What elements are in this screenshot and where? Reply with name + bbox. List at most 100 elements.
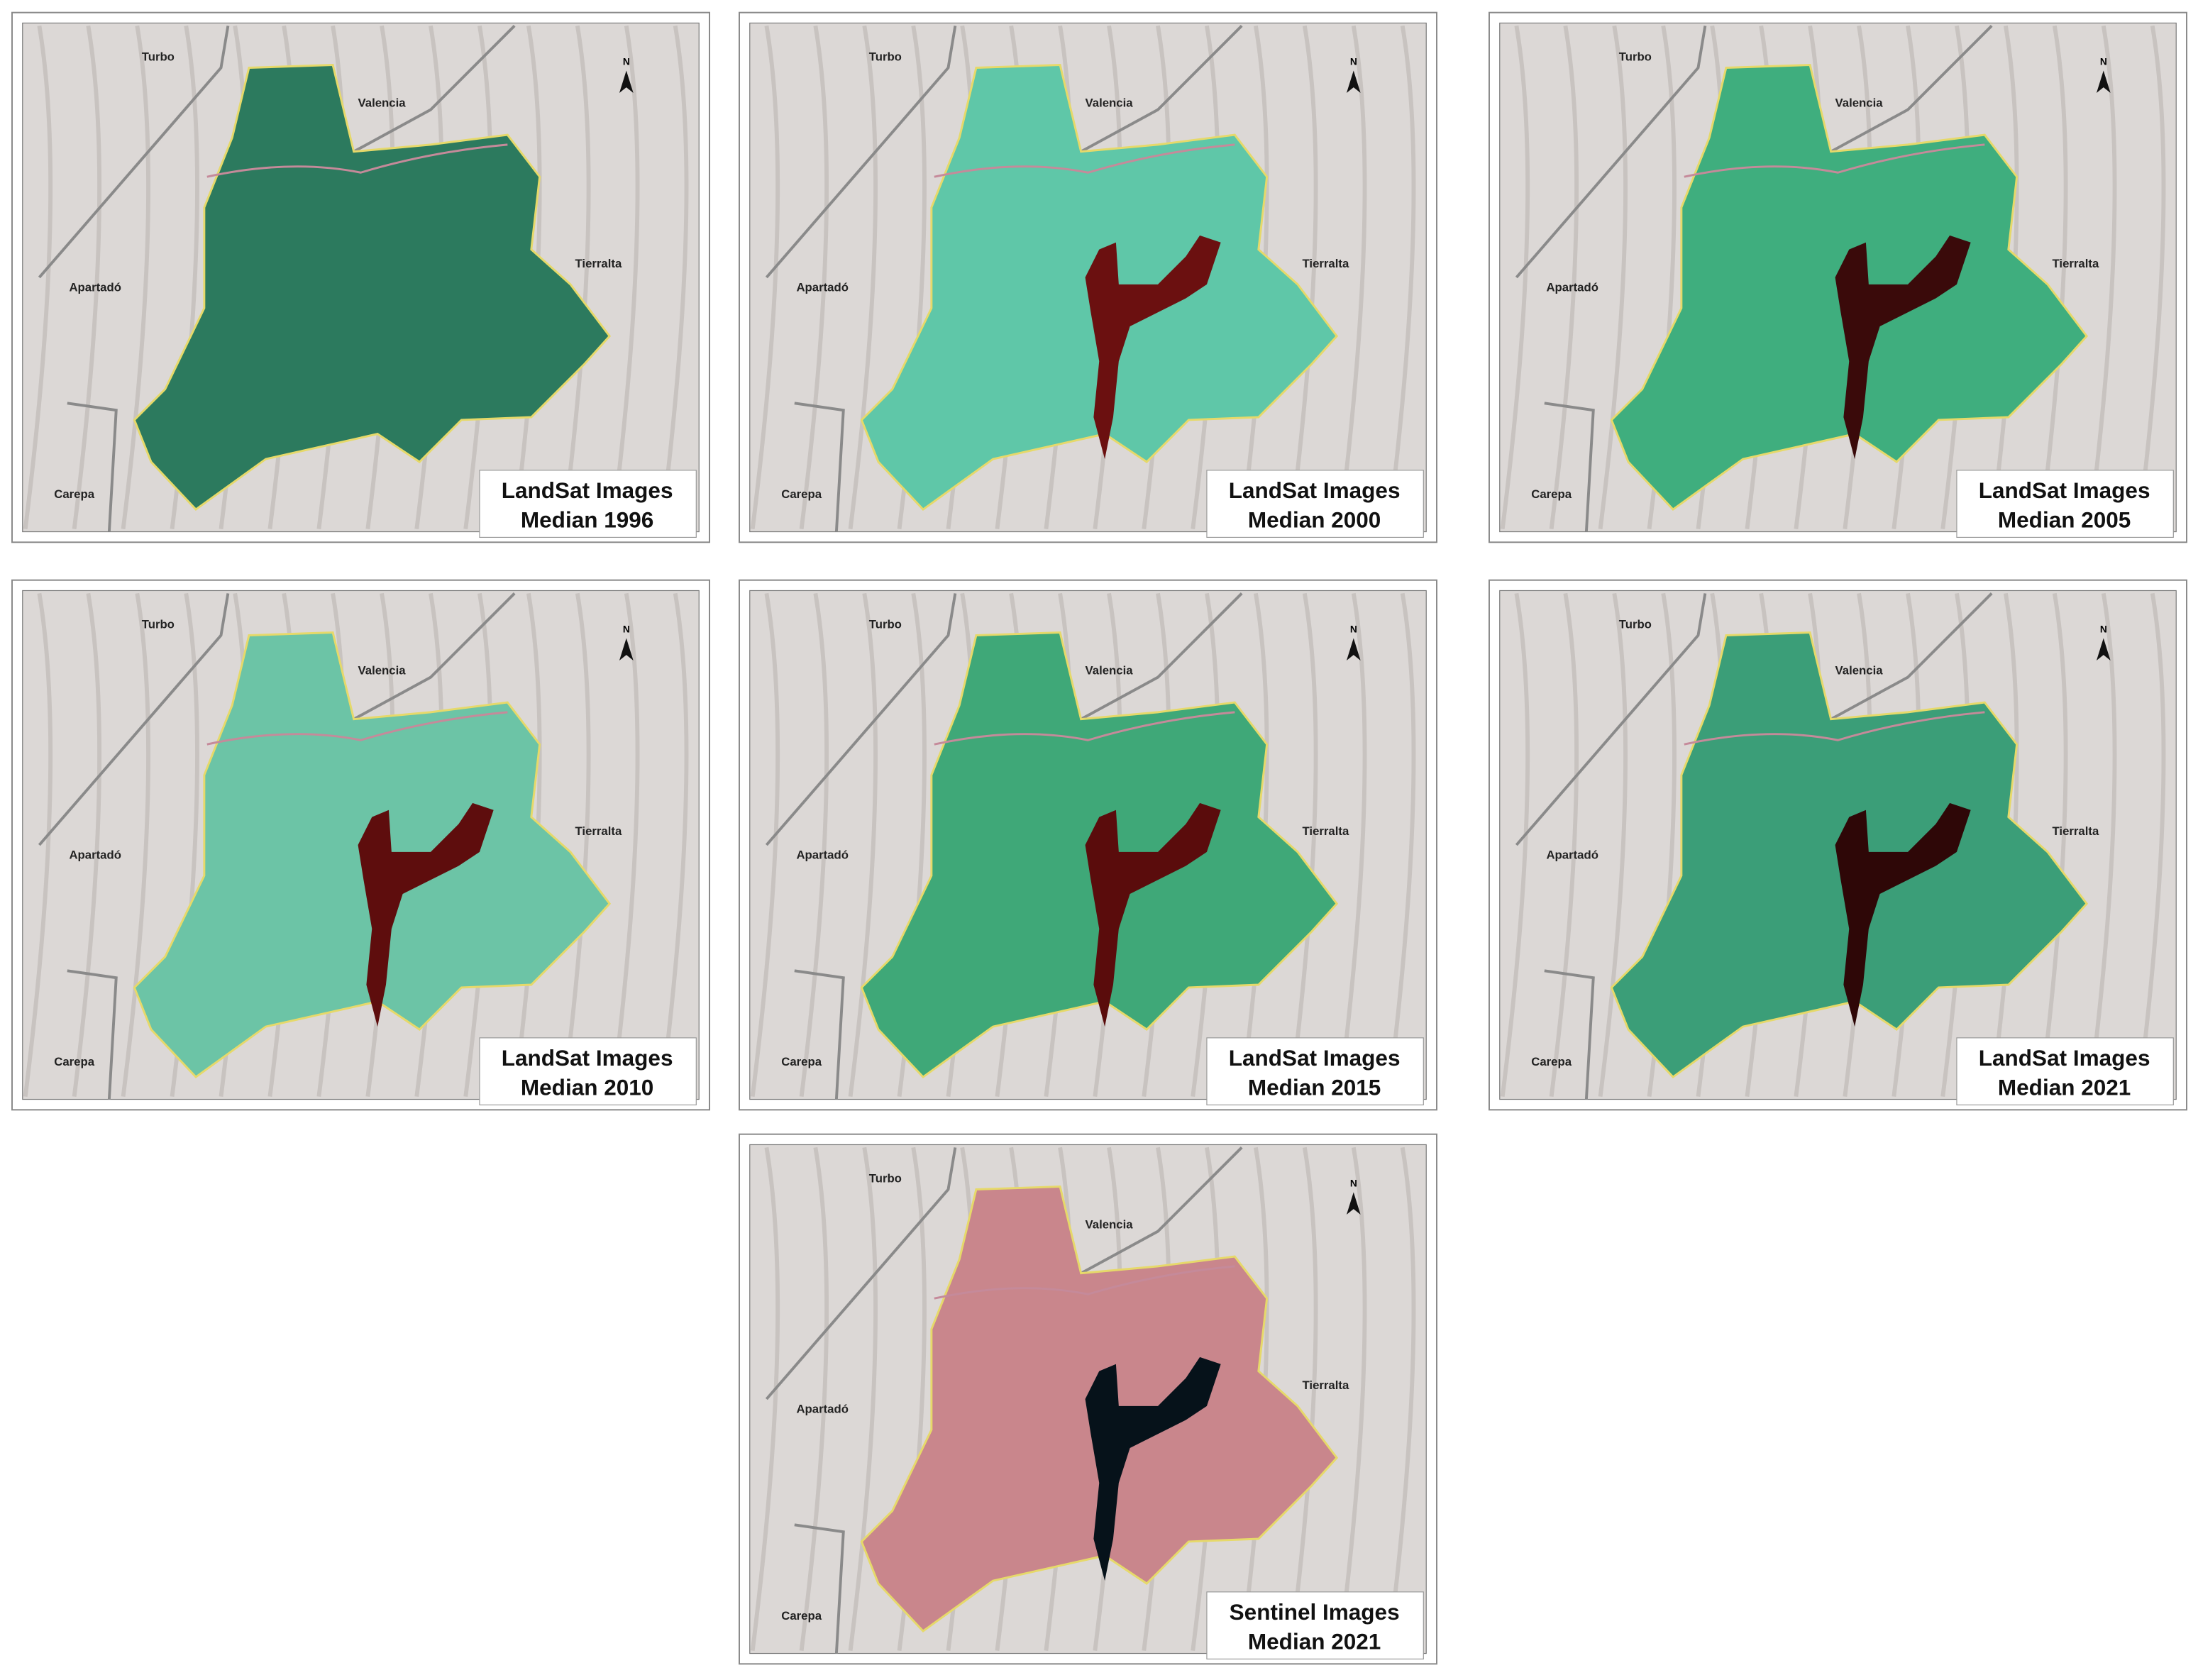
boundary (1830, 592, 1993, 721)
title-box (1956, 1037, 2174, 1106)
panel-title: Median 2010 (521, 1075, 653, 1100)
boundary (1515, 26, 1707, 532)
north-arrow (619, 638, 634, 661)
place-label: Turbo (1619, 50, 1652, 64)
place-label: Tierralta (2053, 257, 2099, 270)
relief (799, 1146, 829, 1651)
place-label: Apartadó (69, 281, 121, 294)
reservoir (358, 802, 494, 1027)
place-label: Apartadó (1546, 281, 1598, 294)
north-label: N (623, 624, 630, 635)
map-panel: Turbo Valencia Tierralta Apartadó Carepa N Lan… (11, 11, 710, 543)
relief (1239, 592, 1269, 1097)
north-arrow (1346, 1192, 1361, 1215)
relief (1239, 25, 1269, 529)
place-label: Turbo (869, 618, 902, 631)
place-label: Tierralta (2053, 824, 2099, 838)
boundary (765, 593, 957, 1100)
relief (750, 1146, 780, 1651)
title-box (479, 470, 697, 538)
place-label: Apartadó (1546, 849, 1598, 862)
relief (23, 592, 53, 1097)
relief (848, 592, 878, 1097)
place-label: Tierralta (1303, 257, 1349, 270)
river (934, 1265, 1235, 1300)
relief (799, 25, 829, 529)
place-label: Tierralta (1303, 824, 1349, 838)
relief (750, 592, 780, 1097)
relief (1386, 25, 1416, 529)
boundary (1080, 1146, 1243, 1275)
map-panel: Turbo Valencia Tierralta Apartadó Carepa N Sen… (739, 1133, 1437, 1665)
study-area (133, 64, 612, 511)
map-panel: Turbo Valencia Tierralta Apartadó Carepa N Lan… (1489, 579, 2187, 1111)
boundary (1830, 25, 1993, 153)
place-label: Tierralta (575, 824, 622, 838)
relief (659, 25, 689, 529)
panel-title: Median 2000 (1248, 507, 1381, 533)
relief (1337, 1146, 1367, 1651)
panel-title: LandSat Images (502, 477, 673, 503)
north-arrow (2096, 638, 2111, 661)
boundary (1080, 592, 1243, 721)
place-label: Tierralta (1303, 1378, 1349, 1392)
relief (1288, 1146, 1318, 1651)
panel-title: Median 2015 (1248, 1075, 1381, 1100)
map-panel: Turbo Valencia Tierralta Apartadó Carepa N Lan… (1489, 11, 2187, 543)
relief (1239, 1146, 1269, 1651)
river (206, 143, 508, 178)
place-label: Carepa (781, 1609, 822, 1623)
panel-title: Median 2021 (1998, 1075, 2131, 1100)
relief (561, 592, 591, 1097)
place-label: Carepa (781, 487, 822, 501)
relief (1549, 25, 1579, 529)
boundary (38, 26, 230, 532)
panel-title: Median 2021 (1248, 1629, 1381, 1654)
river (1684, 143, 1985, 178)
relief (1337, 25, 1367, 529)
place-label: Valencia (1086, 96, 1134, 110)
relief (1989, 592, 2019, 1097)
panel-title: Median 1996 (521, 507, 653, 533)
relief (1386, 1146, 1416, 1651)
place-label: Valencia (1835, 96, 1884, 110)
north-label: N (1350, 1178, 1357, 1189)
panel-title: LandSat Images (1979, 1045, 2150, 1071)
place-label: Turbo (1619, 618, 1652, 631)
place-label: Valencia (1835, 664, 1884, 678)
place-label: Tierralta (575, 257, 622, 270)
relief (750, 25, 780, 529)
boundary (765, 26, 957, 532)
relief (1288, 592, 1318, 1097)
relief (1598, 592, 1628, 1097)
relief (799, 592, 829, 1097)
boundary (38, 593, 230, 1100)
place-label: Turbo (869, 1172, 902, 1186)
reservoir (1085, 235, 1221, 460)
panel-title: Sentinel Images (1230, 1599, 1400, 1625)
relief (659, 592, 689, 1097)
relief (23, 25, 53, 529)
relief (121, 592, 151, 1097)
north-label: N (2100, 57, 2107, 67)
place-label: Carepa (1531, 1055, 1572, 1068)
place-label: Valencia (358, 96, 407, 110)
north-label: N (2100, 624, 2107, 635)
relief (1989, 25, 2019, 529)
place-label: Carepa (781, 1055, 822, 1068)
relief (610, 25, 640, 529)
relief (1288, 25, 1318, 529)
boundary (353, 25, 516, 153)
place-label: Apartadó (796, 281, 848, 294)
relief (848, 1146, 878, 1651)
relief (1500, 592, 1530, 1097)
boundary (1515, 593, 1707, 1100)
north-arrow (1346, 70, 1361, 93)
relief (1386, 592, 1416, 1097)
north-arrow (2096, 70, 2111, 93)
place-label: Turbo (142, 50, 175, 64)
river (934, 711, 1235, 746)
title-box (479, 1037, 697, 1106)
north-label: N (623, 57, 630, 67)
panel-title: Median 2005 (1998, 507, 2131, 533)
